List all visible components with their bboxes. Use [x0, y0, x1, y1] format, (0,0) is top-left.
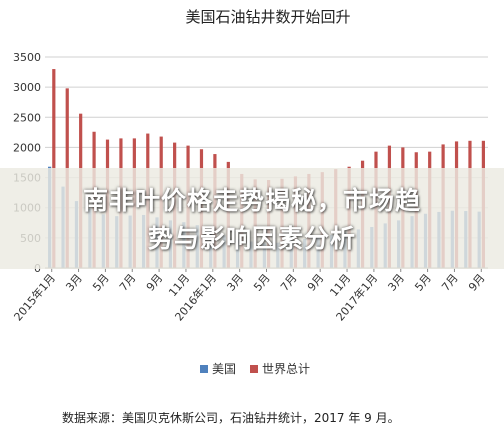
x-tick-label: 5月 — [251, 272, 273, 294]
y-tick-label: 2500 — [13, 111, 41, 124]
legend-swatch — [250, 365, 258, 373]
x-tick-label: 3月 — [386, 272, 408, 294]
x-tick-label: 3月 — [224, 272, 246, 294]
x-tick-label: 7月 — [278, 272, 300, 294]
overlay-headline-line1: 南非叶价格走势揭秘，市场趋 — [82, 186, 421, 215]
x-tick-label: 3月 — [63, 272, 85, 294]
y-tick-label: 3500 — [13, 51, 41, 64]
y-tick-label: 2000 — [13, 141, 41, 154]
x-tick-label: 7月 — [117, 272, 139, 294]
x-tick-label: 9月 — [305, 272, 327, 294]
x-tick-label: 9月 — [144, 272, 166, 294]
x-tick-label: 5月 — [412, 272, 434, 294]
legend-swatch — [200, 365, 208, 373]
source-note: 数据来源：美国贝克休斯公司，石油钻井统计，2017 年 9 月。 — [62, 411, 400, 425]
x-tick-label: 5月 — [90, 272, 112, 294]
x-tick-label: 7月 — [439, 272, 461, 294]
legend-label: 美国 — [212, 362, 236, 376]
chart-title: 美国石油钻井数开始回升 — [185, 8, 350, 26]
x-tick-label: 9月 — [466, 272, 488, 294]
overlay-headline-line2: 势与影响因素分析 — [147, 224, 356, 253]
legend-label: 世界总计 — [262, 362, 310, 376]
legend: 美国 世界总计 — [200, 362, 310, 376]
watermark-overlay — [0, 168, 504, 269]
x-tick-label: 2015年1月 — [11, 271, 58, 324]
y-tick-label: 3000 — [13, 81, 41, 94]
